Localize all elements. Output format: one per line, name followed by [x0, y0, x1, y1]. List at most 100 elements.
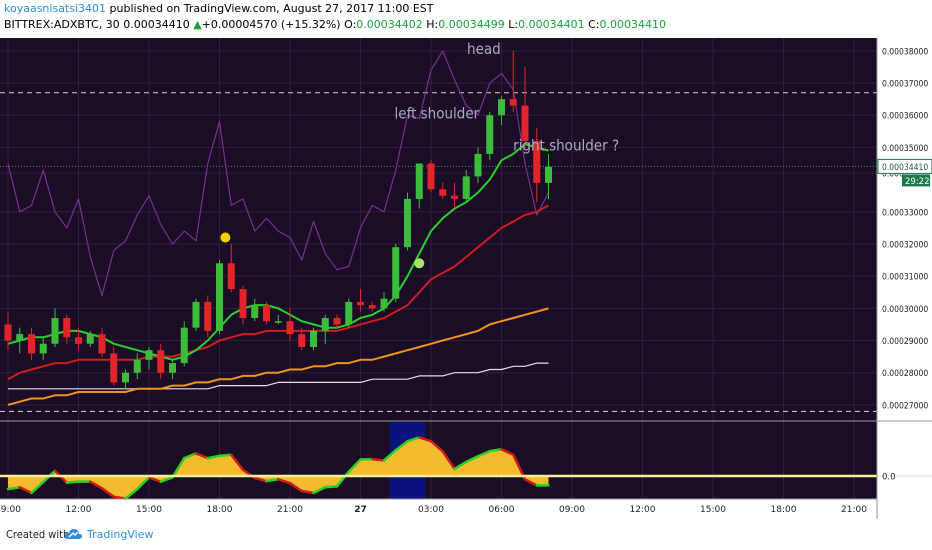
candle-body [380, 298, 388, 309]
candle [157, 343, 165, 380]
candle-body [216, 263, 223, 331]
candle [310, 327, 317, 351]
time-tick-label: 15:00 [700, 505, 726, 515]
annotations: head left shoulder right shoulder ? [395, 40, 620, 155]
candle-body [509, 99, 517, 106]
price-tick-label: 0.00028000 [882, 369, 928, 379]
overlay-line [7, 50, 550, 297]
candle [180, 321, 188, 367]
oscillator-edge [89, 480, 104, 490]
oscillator-edge [312, 486, 327, 495]
oscillator-edge [382, 448, 397, 462]
candle-body [192, 301, 200, 328]
oscillator-edge [183, 452, 198, 460]
candle-body [486, 115, 494, 154]
candle-body [298, 334, 306, 347]
candle-body [415, 163, 423, 199]
dashed-levels [0, 92, 877, 412]
candle [474, 147, 482, 183]
signal-marker [414, 258, 425, 269]
oscillator-edge [429, 439, 444, 453]
price-tick-label: 0.00032000 [882, 240, 928, 250]
candle [286, 308, 294, 341]
last-price-tag [877, 158, 932, 174]
created-with-label: Created with [6, 528, 70, 541]
candle [51, 308, 59, 347]
oscillator-edge [65, 480, 80, 484]
candle-body [533, 140, 541, 183]
candle-body [427, 163, 435, 190]
price-axis: 0.00038000 0.00037000 0.00036000 0.00035000… [877, 47, 932, 483]
time-axis-panel[interactable] [0, 499, 877, 519]
candle [545, 153, 552, 199]
price-tick-label: 0.00027000 [882, 401, 928, 411]
oscillator-edge [171, 456, 186, 479]
ma-long-line [8, 362, 549, 390]
candle-body [86, 334, 94, 344]
time-tick-label: 15:00 [136, 505, 162, 515]
candle [357, 289, 364, 312]
change-arrow-icon: ▲ [193, 18, 202, 31]
candle [263, 301, 270, 325]
candle-body [98, 334, 106, 354]
author-link[interactable]: koyaasnisatsi3401 [4, 2, 107, 15]
signal-markers [220, 232, 425, 269]
time-tick-label: 18:00 [207, 505, 233, 515]
ma-mid-line [7, 204, 549, 381]
oscillator-edge [394, 439, 409, 452]
tradingview-cloud-icon[interactable] [64, 527, 84, 541]
main-pane-background [0, 38, 877, 421]
candle-body [251, 305, 259, 319]
oscillator-edge [324, 485, 339, 489]
candle [227, 243, 235, 293]
tradingview-link[interactable]: TradingView [87, 528, 154, 541]
price-tick-label: 0.000 [882, 170, 904, 180]
candle-body [51, 318, 59, 344]
candle-body [227, 263, 235, 290]
oscillator-edge [218, 453, 233, 458]
oscillator-edge [288, 481, 303, 493]
candles [4, 50, 552, 389]
candle [192, 298, 200, 331]
candle [415, 163, 423, 209]
last-price-tag-label: 0.00034410 [882, 163, 928, 173]
price-axis-panel[interactable] [877, 38, 932, 519]
candle [16, 327, 24, 354]
oscillator-edge [253, 476, 268, 483]
price-tick-label: 0.00033000 [882, 208, 928, 218]
candle [321, 314, 329, 344]
oscillator-edge [147, 476, 162, 483]
price-tick-label: 0.00029000 [882, 337, 928, 347]
chart-canvas[interactable]: head left shoulder right shoulder ? 0.0003… [0, 38, 932, 519]
oscillator [0, 436, 932, 500]
candle [169, 359, 176, 380]
candle-body [180, 327, 188, 364]
candle [39, 337, 47, 360]
oscillator-edge [476, 449, 491, 458]
oscillator-edge [453, 460, 468, 471]
publish-info: published on TradingView.com, August 27,… [109, 2, 434, 15]
oscillator-edge [418, 436, 433, 443]
candle-body [274, 321, 282, 323]
candle-body [310, 330, 317, 347]
candle-body [545, 166, 552, 183]
candle-body [286, 321, 294, 335]
candle [251, 298, 259, 322]
oscillator-edge [406, 436, 421, 443]
ma-slow-line [7, 307, 549, 406]
candle [439, 182, 447, 199]
candle [98, 327, 106, 357]
candle-body [368, 305, 376, 309]
candle-body [16, 334, 24, 341]
candle-body [4, 324, 12, 341]
candle [392, 243, 400, 302]
candle [133, 353, 141, 380]
oscillator-edge [465, 455, 480, 464]
annotation-label: left shoulder [395, 104, 480, 122]
candle [533, 128, 541, 203]
candle-body [28, 334, 35, 354]
oscillator-edge [159, 476, 174, 483]
price-tick-label: 0.00038000 [882, 47, 928, 57]
close-value: 0.00034410 [599, 18, 666, 31]
candle-body [439, 189, 447, 196]
